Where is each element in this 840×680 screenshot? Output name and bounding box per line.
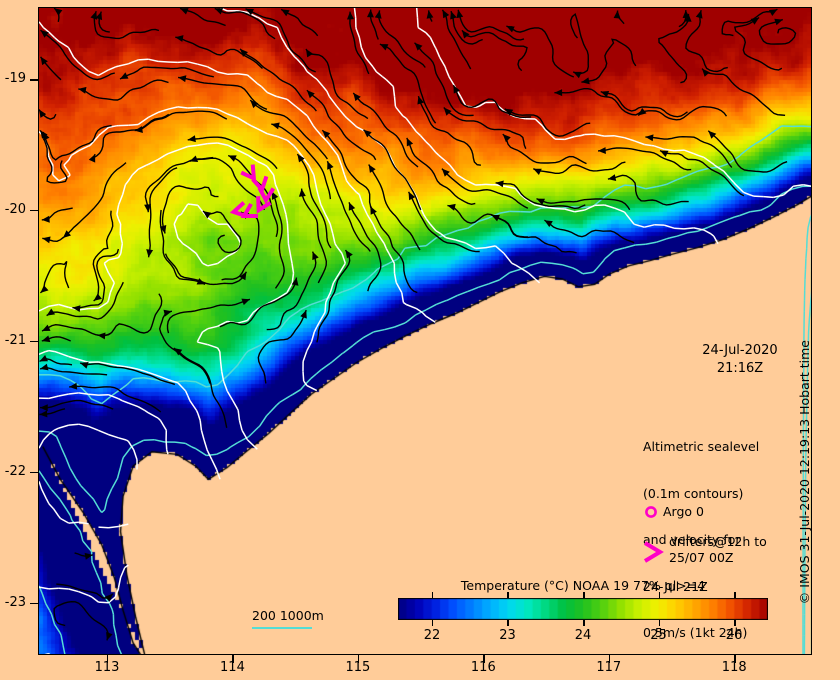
- argo-legend-row: Argo 0: [643, 504, 704, 519]
- timestamp-time: 21:16Z: [716, 361, 764, 376]
- bathymetry-line-icon: [252, 627, 312, 629]
- y-tick-label: -19: [4, 71, 26, 86]
- colorbar-tick-label: 25: [650, 628, 667, 643]
- y-tick-mark: [30, 340, 38, 343]
- colorbar-tick-mark: [734, 620, 736, 626]
- y-tick-mark: [30, 209, 38, 212]
- colorbar-tick-mark: [507, 592, 509, 598]
- map-plot-area[interactable]: 24-Jul-2020 21:16Z Altimetric sealevel (0…: [38, 7, 812, 655]
- legend-line-2: (0.1m contours): [643, 485, 744, 501]
- colorbar-tick-label: 24: [574, 628, 592, 643]
- colorbar[interactable]: [398, 598, 768, 620]
- legend-line-1: Altimetric sealevel: [643, 439, 760, 454]
- argo-label: Argo 0: [662, 504, 704, 519]
- argo-circle-icon: [645, 506, 657, 518]
- x-tick-mark: [357, 655, 360, 663]
- drifter-legend-row: drifters@12h to 25/07 00Z: [643, 534, 767, 570]
- y-tick-mark: [30, 471, 38, 474]
- y-tick-mark: [30, 602, 38, 605]
- colorbar-tick-mark: [734, 592, 736, 598]
- x-tick-label: 113: [94, 660, 120, 675]
- bathymetry-label: 200 1000m: [252, 608, 324, 623]
- y-tick-label: -20: [4, 201, 26, 217]
- drifter-line-1: drifters@12h to: [669, 534, 767, 549]
- x-tick-label: 117: [596, 660, 622, 675]
- x-tick-label: 116: [470, 660, 496, 675]
- colorbar-tick-mark: [583, 592, 585, 598]
- colorbar-tick-mark: [507, 620, 509, 626]
- legend-line-3: and velocity for: [643, 532, 741, 547]
- colorbar-tick-mark: [583, 620, 585, 626]
- y-tick-label: -21: [4, 332, 26, 348]
- colorbar-tick-mark: [658, 592, 660, 598]
- timestamp-date: 24-Jul-2020: [702, 343, 778, 358]
- y-tick-mark: [30, 79, 38, 81]
- x-tick-mark: [734, 655, 736, 663]
- x-tick-mark: [232, 655, 234, 663]
- drifter-line-2: 25/07 00Z: [669, 549, 734, 565]
- x-tick-mark: [106, 655, 109, 663]
- colorbar-tick-mark: [431, 620, 434, 626]
- vector-overlay-layer: [39, 8, 811, 654]
- colorbar-tick-label: 22: [423, 628, 441, 643]
- x-tick-label: 115: [345, 660, 371, 675]
- colorbar-title: Temperature (°C) NOAA 19 77% ql>=4: [460, 578, 706, 593]
- altimetry-legend-text: Altimetric sealevel (0.1m contours) and …: [643, 408, 779, 654]
- bathymetry-contours: [39, 125, 811, 654]
- colorbar-tick-mark: [658, 620, 660, 626]
- colorbar-tick-label: 23: [499, 628, 516, 643]
- legend-line-4: 24-Jul 21Z: [643, 578, 708, 594]
- velocity-streamlines: [39, 8, 797, 641]
- x-tick-mark: [483, 655, 485, 663]
- colorbar-tick-label: 26: [725, 628, 743, 643]
- x-tick-mark: [608, 655, 611, 663]
- legend-line-5: 0.5m/s (1kt 24h): [643, 625, 748, 640]
- imos-credit: © IMOS 31-Jul-2020 12:19:13 Hobart time: [797, 340, 812, 605]
- colorbar-tick-mark: [431, 592, 434, 598]
- x-tick-label: 114: [220, 660, 245, 675]
- drifter-track-markers: [229, 164, 276, 219]
- y-tick-label: -22: [4, 463, 26, 479]
- observation-timestamp: 24-Jul-2020 21:16Z: [675, 342, 805, 378]
- x-tick-label: 118: [721, 660, 747, 675]
- bathymetry-legend: 200 1000m: [252, 608, 324, 632]
- y-tick-label: -23: [4, 594, 26, 610]
- colorbar-gradient: [398, 598, 768, 620]
- drifter-chevron-icon: [643, 541, 664, 563]
